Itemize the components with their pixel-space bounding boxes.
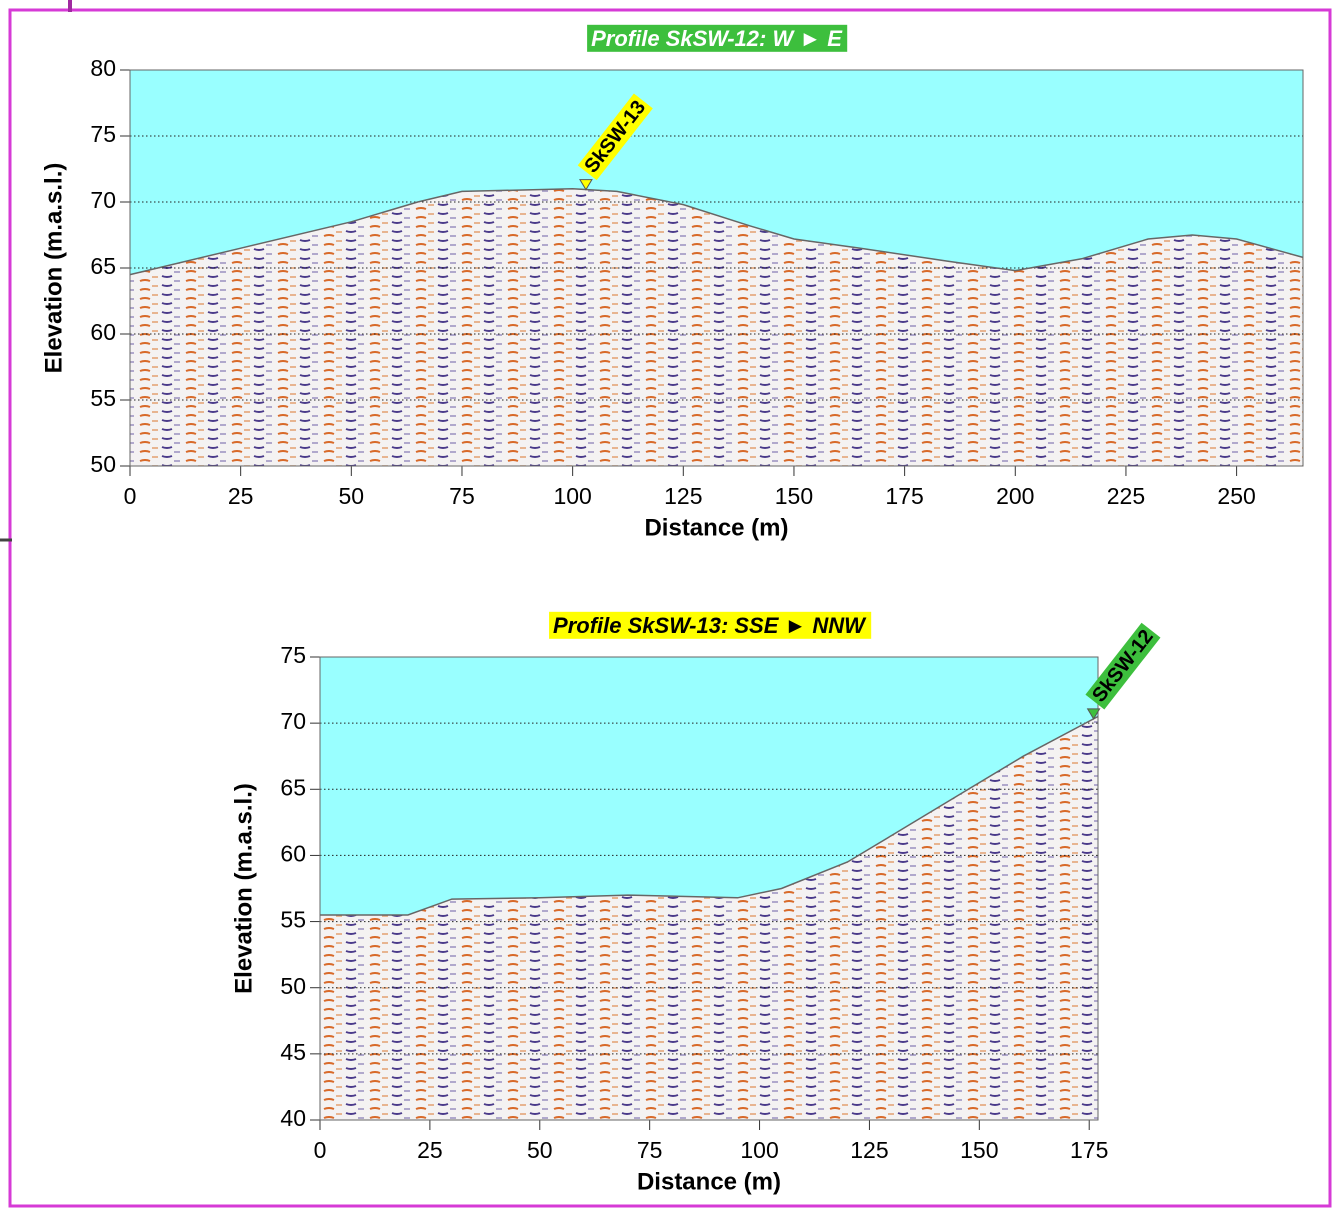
chart: 50 55 60 65 70 75 80 0 25 50 75 100 125 150 175 200 225 2… [40, 24, 1304, 541]
y-axis-label: Elevation (m.a.s.l.) [40, 163, 67, 374]
annotation-marker [1086, 708, 1101, 720]
x-tick-label: 0 [124, 483, 137, 509]
plot-frame [319, 656, 1099, 1121]
y-tick-label: 70 [280, 708, 306, 734]
x-tick-label: 75 [449, 483, 475, 509]
y-tick-label: 55 [90, 385, 116, 411]
y-tick-label: 50 [280, 973, 306, 999]
x-tick-label: 150 [775, 483, 813, 509]
surface-line [129, 188, 1304, 276]
y-axis-label: Elevation (m.a.s.l.) [230, 783, 257, 994]
title-bg [549, 611, 872, 639]
x-tick-label: 0 [314, 1137, 327, 1163]
y-tick-label: 55 [280, 907, 306, 933]
title-bg [587, 24, 848, 52]
x-tick-label: 150 [960, 1137, 998, 1163]
annotation-bg [1085, 622, 1161, 710]
surface-line [320, 715, 1099, 916]
y-tick-label: 45 [280, 1039, 306, 1065]
x-tick-label: 25 [228, 483, 254, 509]
x-tick-label: 200 [996, 483, 1034, 509]
y-tick-label: 60 [280, 841, 306, 867]
x-tick-label: 225 [1107, 483, 1145, 509]
annotation-bg [577, 93, 653, 181]
x-tick-label: 125 [664, 483, 702, 509]
chart-title: Profile SkSW-13: SSE ► NNW [553, 613, 867, 638]
y-tick-label: 75 [280, 642, 306, 668]
x-tick-label: 175 [1070, 1137, 1108, 1163]
x-tick-label: 25 [417, 1137, 443, 1163]
chart-title: Profile SkSW-12: W ► E [591, 26, 843, 51]
frame [8, 8, 1332, 1208]
chart: 40 45 50 55 60 65 70 75 0 25 50 75 100 125 150 175 SkSW-… [230, 611, 1161, 1195]
y-tick-label: 60 [90, 319, 116, 345]
x-tick-label: 100 [553, 483, 591, 509]
y-tick-label: 80 [90, 55, 116, 81]
y-tick-label: 40 [280, 1105, 306, 1131]
x-tick-label: 250 [1217, 483, 1255, 509]
y-tick-label: 65 [280, 774, 306, 800]
x-tick-label: 50 [527, 1137, 553, 1163]
annotation-label: SkSW-12 [1088, 626, 1158, 707]
x-tick-label: 75 [637, 1137, 663, 1163]
x-tick-label: 100 [740, 1137, 778, 1163]
x-tick-label: 50 [339, 483, 365, 509]
y-tick-label: 50 [90, 451, 116, 477]
y-tick-label: 65 [90, 253, 116, 279]
y-tick-label: 70 [90, 187, 116, 213]
plot-frame [129, 69, 1304, 467]
annotation-marker [579, 179, 593, 191]
radargram [130, 188, 1303, 467]
y-tick-label: 75 [90, 121, 116, 147]
x-axis-label: Distance (m) [644, 514, 788, 541]
x-tick-label: 175 [885, 483, 923, 509]
radargram [320, 716, 1098, 1120]
x-tick-label: 125 [850, 1137, 888, 1163]
x-axis-label: Distance (m) [637, 1168, 781, 1195]
